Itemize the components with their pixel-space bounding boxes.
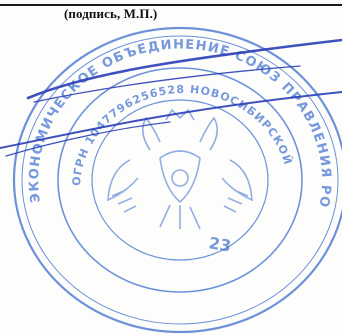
signature-caption: (подпись, М.П.) xyxy=(64,6,158,21)
signature-line xyxy=(0,4,342,6)
double-headed-eagle-icon xyxy=(107,108,253,230)
seal-center-number: 23 xyxy=(207,233,232,256)
seal-rings xyxy=(12,26,342,334)
signature-strokes xyxy=(0,38,342,157)
